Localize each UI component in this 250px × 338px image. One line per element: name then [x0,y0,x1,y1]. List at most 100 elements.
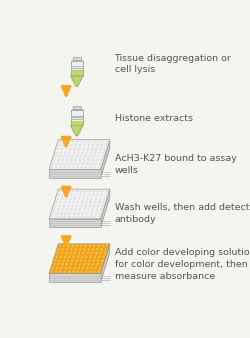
Circle shape [58,208,59,211]
Polygon shape [49,273,100,282]
Circle shape [70,193,72,196]
Circle shape [106,244,108,247]
Circle shape [85,216,87,218]
Circle shape [68,166,70,169]
Circle shape [95,163,97,165]
Polygon shape [71,111,83,125]
Circle shape [74,197,76,200]
Circle shape [84,140,87,143]
Circle shape [98,201,100,203]
Circle shape [97,259,99,262]
Circle shape [95,267,97,269]
Circle shape [72,151,74,154]
Circle shape [60,267,62,269]
Circle shape [55,216,57,218]
Circle shape [102,140,104,143]
Circle shape [56,256,58,258]
Circle shape [72,155,74,158]
Circle shape [90,267,92,269]
Circle shape [60,201,62,203]
Text: Tissue disaggregation or
cell lysis: Tissue disaggregation or cell lysis [114,54,232,74]
Circle shape [97,204,99,207]
Circle shape [88,144,90,147]
Circle shape [82,252,84,255]
Circle shape [88,155,90,158]
Circle shape [60,151,62,154]
Circle shape [69,163,71,165]
Circle shape [70,252,71,255]
Circle shape [86,267,88,269]
Circle shape [89,140,91,143]
Circle shape [84,155,86,158]
Circle shape [62,193,64,196]
Circle shape [53,263,55,266]
Circle shape [98,244,100,247]
Circle shape [85,270,87,273]
Polygon shape [100,244,110,282]
Circle shape [77,256,79,258]
Circle shape [64,166,66,169]
Circle shape [102,190,104,192]
Circle shape [79,263,81,266]
Circle shape [102,244,104,247]
Circle shape [96,263,98,266]
Circle shape [58,263,59,266]
Circle shape [84,190,87,192]
Circle shape [72,256,74,258]
Circle shape [68,151,70,154]
Circle shape [66,144,68,147]
Circle shape [94,270,96,273]
Circle shape [63,155,65,158]
Polygon shape [100,140,110,178]
Circle shape [80,244,82,247]
Circle shape [79,144,81,147]
Circle shape [106,140,108,143]
Circle shape [70,144,72,147]
Circle shape [98,190,100,192]
Circle shape [64,270,66,273]
Polygon shape [49,169,100,178]
Circle shape [91,197,93,200]
Circle shape [76,204,78,207]
Circle shape [69,212,71,215]
Circle shape [76,166,78,169]
Bar [72,106,81,109]
Circle shape [64,256,66,258]
Circle shape [77,201,79,203]
Circle shape [76,190,78,192]
Circle shape [72,166,74,169]
Circle shape [104,252,106,255]
Circle shape [74,159,76,162]
Circle shape [66,193,68,196]
Circle shape [94,151,96,154]
Circle shape [56,267,58,269]
Circle shape [86,151,87,154]
Circle shape [55,270,57,273]
Circle shape [102,155,103,158]
Circle shape [74,263,76,266]
Circle shape [95,197,97,200]
Circle shape [79,208,81,211]
Circle shape [96,159,98,162]
Circle shape [88,263,90,266]
Circle shape [99,212,101,215]
Circle shape [53,208,55,211]
Circle shape [79,159,81,162]
Circle shape [56,201,58,203]
Circle shape [88,248,90,251]
Circle shape [65,267,67,269]
Circle shape [65,252,67,255]
Polygon shape [49,244,110,273]
Circle shape [100,159,102,162]
Circle shape [68,190,70,192]
Circle shape [90,201,92,203]
Circle shape [84,259,86,262]
Circle shape [78,197,80,200]
Circle shape [58,248,60,251]
Circle shape [96,248,98,251]
Circle shape [101,193,103,196]
Bar [72,109,82,111]
Circle shape [86,201,87,203]
Circle shape [94,201,96,203]
Circle shape [90,166,92,169]
